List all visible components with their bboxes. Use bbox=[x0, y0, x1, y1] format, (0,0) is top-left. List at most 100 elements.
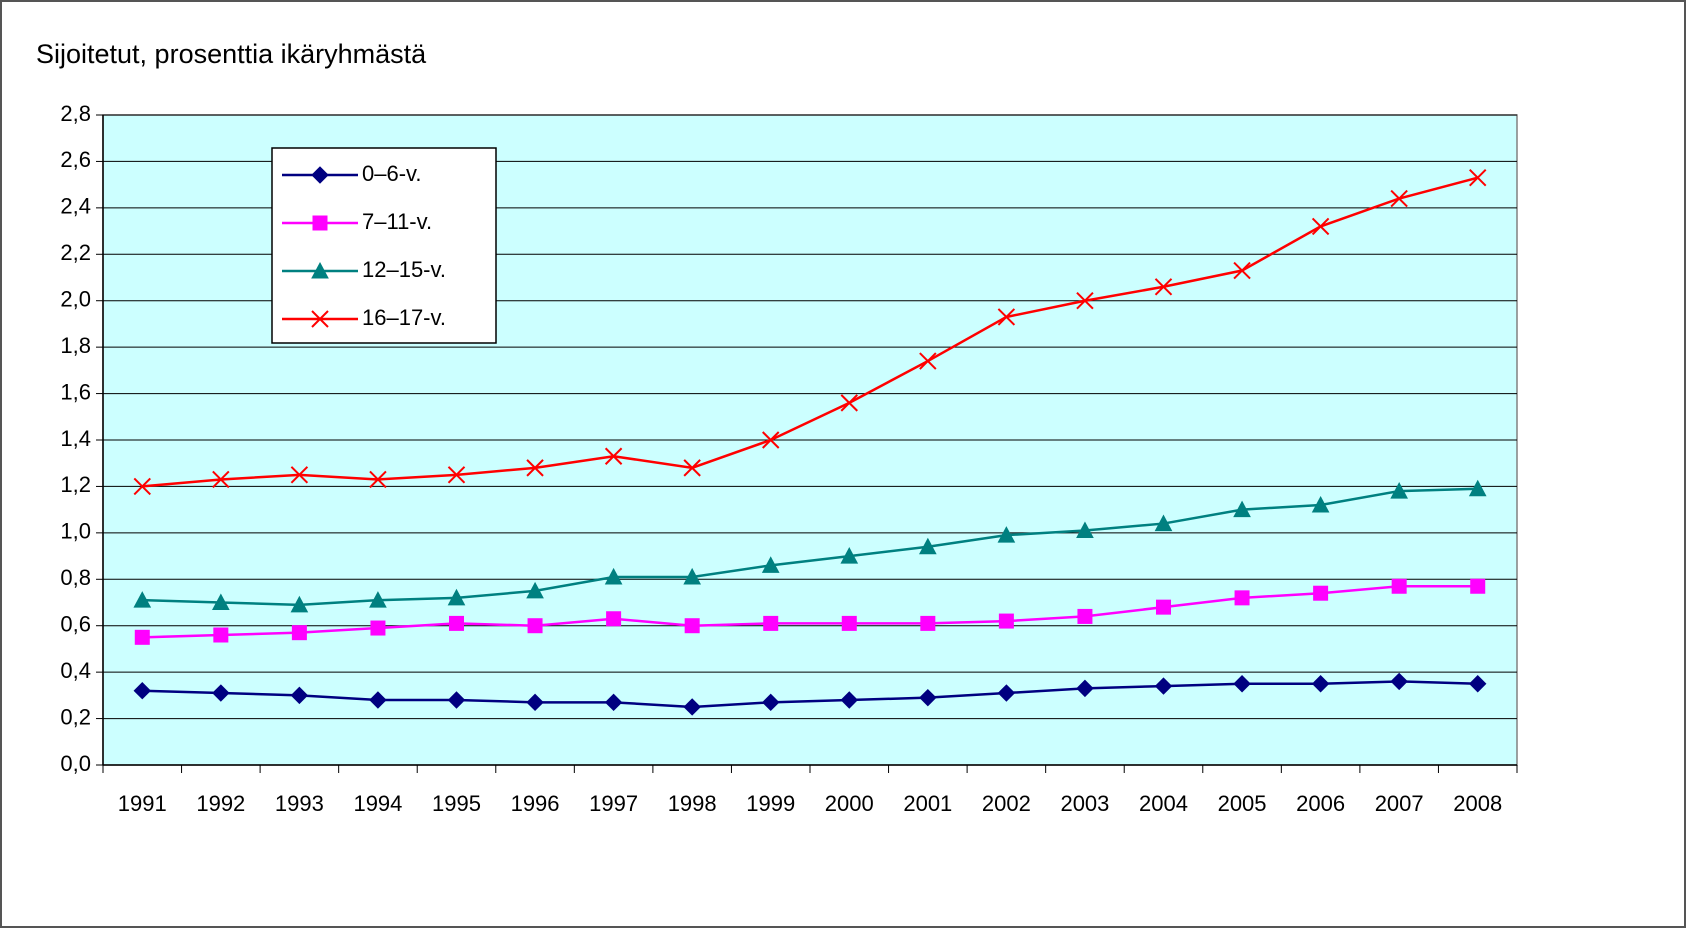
marker bbox=[841, 615, 857, 631]
y-tick-label: 0,4 bbox=[60, 658, 91, 683]
marker bbox=[1469, 675, 1487, 693]
y-tick-label: 1,0 bbox=[60, 519, 91, 544]
x-tick-label: 2008 bbox=[1453, 791, 1502, 816]
marker bbox=[526, 581, 544, 599]
y-tick-label: 0,6 bbox=[60, 612, 91, 637]
marker bbox=[1390, 189, 1408, 208]
marker bbox=[312, 215, 328, 231]
x-tick-label: 1996 bbox=[511, 791, 560, 816]
marker bbox=[997, 526, 1016, 543]
y-tick-label: 2,4 bbox=[60, 194, 91, 219]
marker bbox=[311, 261, 329, 279]
x-tick-label: 1992 bbox=[196, 791, 245, 816]
legend-box bbox=[271, 147, 497, 344]
marker bbox=[1470, 578, 1486, 594]
marker bbox=[311, 310, 329, 328]
marker bbox=[761, 556, 780, 573]
marker bbox=[1311, 217, 1330, 236]
marker bbox=[997, 308, 1016, 326]
marker bbox=[998, 613, 1014, 629]
marker bbox=[369, 691, 387, 709]
marker bbox=[1076, 679, 1094, 698]
marker bbox=[919, 688, 937, 707]
marker bbox=[133, 591, 152, 608]
marker bbox=[447, 691, 466, 709]
y-tick-label: 0,8 bbox=[60, 565, 91, 590]
marker bbox=[1154, 278, 1173, 296]
y-tick-label: 2,2 bbox=[60, 240, 91, 265]
x-tick-label: 2006 bbox=[1296, 791, 1345, 816]
marker bbox=[604, 447, 623, 465]
marker bbox=[683, 567, 702, 585]
marker bbox=[447, 588, 466, 606]
marker bbox=[1156, 599, 1171, 615]
x-tick-label: 2001 bbox=[903, 791, 952, 816]
x-tick-label: 1997 bbox=[589, 791, 638, 816]
series-line bbox=[142, 680, 1478, 709]
marker bbox=[1233, 500, 1251, 518]
marker bbox=[449, 615, 464, 631]
marker bbox=[1233, 675, 1251, 693]
y-tick-label: 2,8 bbox=[60, 101, 91, 126]
x-tick-label: 2003 bbox=[1060, 791, 1109, 816]
y-tick-label: 1,4 bbox=[60, 426, 91, 451]
legend-label: 16–17-v. bbox=[362, 305, 446, 330]
y-tick-label: 0,0 bbox=[60, 751, 91, 776]
marker bbox=[606, 611, 622, 627]
legend-label: 0–6-v. bbox=[362, 161, 422, 186]
marker bbox=[526, 693, 544, 712]
marker bbox=[1311, 495, 1330, 513]
marker bbox=[762, 693, 780, 712]
marker bbox=[1076, 521, 1094, 539]
marker bbox=[1077, 608, 1093, 624]
marker bbox=[997, 684, 1016, 702]
legend-label: 12–15-v. bbox=[362, 257, 446, 282]
marker bbox=[133, 682, 151, 700]
marker bbox=[212, 470, 230, 489]
marker bbox=[920, 615, 936, 631]
x-tick-label: 1995 bbox=[432, 791, 481, 816]
marker bbox=[212, 684, 230, 702]
x-tick-label: 1994 bbox=[353, 791, 402, 816]
marker bbox=[683, 698, 701, 716]
marker bbox=[604, 567, 623, 585]
marker bbox=[840, 547, 859, 564]
x-tick-label: 2000 bbox=[825, 791, 874, 816]
marker bbox=[918, 537, 937, 555]
series-line bbox=[142, 487, 1478, 607]
marker bbox=[1311, 675, 1330, 693]
x-tick-label: 1993 bbox=[275, 791, 324, 816]
marker bbox=[290, 686, 309, 705]
marker bbox=[1313, 585, 1329, 601]
x-tick-label: 1999 bbox=[746, 791, 795, 816]
y-tick-label: 2,6 bbox=[60, 147, 91, 172]
marker bbox=[527, 618, 543, 634]
marker bbox=[290, 466, 309, 484]
marker bbox=[604, 693, 623, 712]
marker bbox=[683, 459, 701, 477]
x-tick-label: 2002 bbox=[982, 791, 1031, 816]
marker bbox=[311, 166, 329, 184]
marker bbox=[1154, 677, 1173, 695]
chart-title: Sijoitetut, prosenttia ikäryhmästä bbox=[36, 39, 427, 69]
y-tick-label: 1,6 bbox=[60, 379, 91, 404]
marker bbox=[1233, 261, 1251, 280]
x-tick-label: 1998 bbox=[668, 791, 717, 816]
x-tick-label: 2007 bbox=[1375, 791, 1424, 816]
y-tick-label: 1,2 bbox=[60, 472, 91, 497]
marker bbox=[1469, 168, 1487, 187]
marker bbox=[369, 470, 387, 489]
marker bbox=[1076, 292, 1094, 310]
marker bbox=[370, 620, 386, 636]
marker bbox=[1234, 590, 1250, 606]
marker bbox=[1154, 514, 1173, 532]
marker bbox=[840, 691, 858, 709]
marker bbox=[840, 394, 858, 412]
marker bbox=[526, 459, 544, 477]
marker bbox=[1468, 479, 1487, 497]
marker bbox=[369, 591, 387, 608]
marker bbox=[211, 593, 230, 610]
marker bbox=[762, 431, 780, 449]
